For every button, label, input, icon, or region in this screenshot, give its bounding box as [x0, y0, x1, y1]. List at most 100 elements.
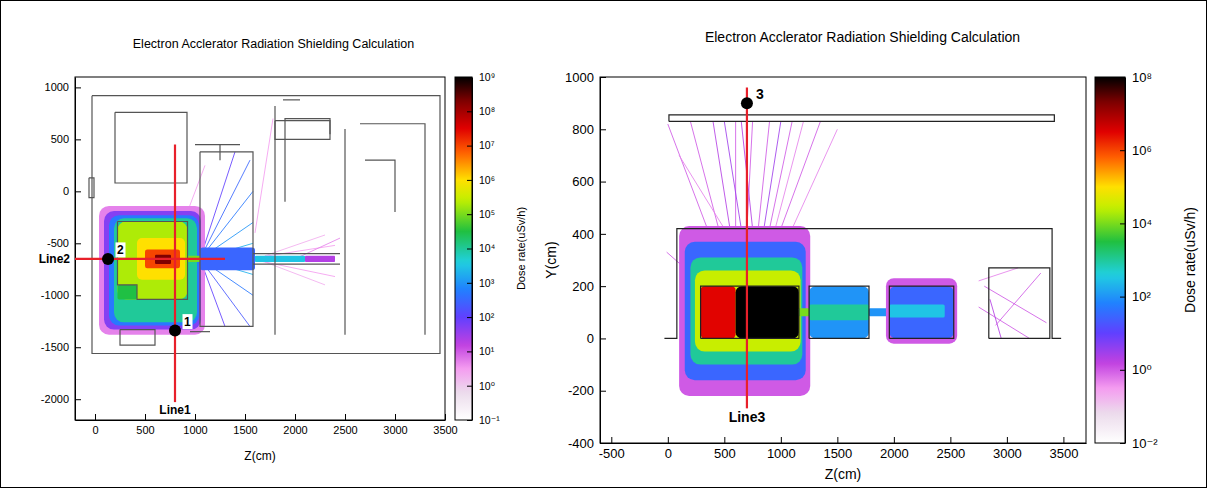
- cells: [99, 206, 335, 335]
- track: [668, 124, 708, 229]
- tick-mark: [467, 180, 472, 181]
- dose-cell: [799, 308, 809, 316]
- dose-cell: [114, 218, 197, 322]
- tick-label: 10⁷: [479, 139, 495, 151]
- tick-label: 600: [572, 174, 594, 189]
- plot-frame: [600, 77, 1086, 443]
- tick-mark: [467, 386, 472, 387]
- tick-label: 1000: [183, 424, 207, 436]
- tick-mark: [894, 437, 895, 443]
- dose-cell: [679, 226, 810, 396]
- wall: [253, 253, 340, 254]
- tick: 1000: [183, 414, 207, 436]
- tick: 500: [714, 437, 736, 461]
- wall: [809, 286, 869, 338]
- chart-title: Electron Acclerator Radiation Shielding …: [133, 37, 414, 51]
- colorbar-title: Dose rate(uSv/h): [1182, 207, 1198, 313]
- tick-label: 200: [572, 279, 594, 294]
- tick: 10⁰: [1120, 362, 1152, 377]
- tick-mark: [1120, 150, 1125, 151]
- point-label: 1: [184, 315, 191, 329]
- tick-mark: [467, 214, 472, 215]
- tick-mark: [1007, 437, 1008, 443]
- wall: [89, 178, 94, 198]
- wall: [669, 115, 1054, 122]
- dose-cell: [118, 221, 188, 299]
- tick-label: 10⁹: [479, 71, 495, 83]
- point-label: 2: [117, 243, 124, 257]
- annotations: Line33: [727, 86, 767, 426]
- tick-mark: [600, 443, 606, 444]
- panel: 0500100015002000250030003500-2000-1500-1…: [39, 37, 527, 463]
- track: [713, 121, 730, 228]
- tick: 0: [665, 437, 672, 461]
- x-axis-title: Z(cm): [244, 449, 275, 463]
- tick: -500: [599, 437, 625, 461]
- tick-mark: [295, 414, 296, 420]
- dose-cell: [99, 206, 205, 335]
- plot-area: [89, 96, 440, 354]
- tick: 200: [572, 279, 606, 294]
- tick: 10⁵: [467, 208, 495, 220]
- tick-mark: [395, 414, 396, 420]
- wall: [344, 129, 345, 335]
- tick: 2500: [333, 414, 357, 436]
- plot-background: [75, 77, 445, 420]
- geometry: [664, 115, 1061, 339]
- x-axis-title: Z(cm): [825, 466, 862, 482]
- wall: [285, 119, 330, 202]
- tick-mark: [467, 351, 472, 352]
- tick: -1000: [41, 289, 81, 301]
- tick-mark: [467, 317, 472, 318]
- tick-mark: [75, 399, 81, 400]
- tick-label: 10⁸: [479, 105, 495, 117]
- tick-mark: [195, 414, 196, 420]
- tick-label: 10¹: [479, 345, 495, 357]
- axis-line: [75, 78, 76, 421]
- tick-label: 10³: [479, 277, 495, 289]
- tick-label: 2000: [880, 446, 909, 461]
- tick: 0: [587, 331, 606, 346]
- tick-label: 3000: [383, 424, 407, 436]
- geometry: [89, 96, 440, 354]
- tick-label: 1500: [823, 446, 852, 461]
- tick: 3500: [433, 414, 457, 436]
- label-patch: [183, 314, 193, 329]
- track: [979, 307, 1030, 338]
- wall: [274, 106, 275, 335]
- plot-area: [664, 115, 1061, 396]
- track: [758, 121, 769, 228]
- tick: -2000: [41, 393, 81, 405]
- tick-mark: [145, 414, 146, 420]
- point-label-group: 1: [183, 314, 193, 329]
- dose-cell: [701, 286, 736, 338]
- annotation-line: [174, 145, 176, 410]
- track: [990, 299, 1001, 338]
- tick: -1500: [41, 341, 81, 353]
- dose-cell: [889, 286, 953, 338]
- track: [724, 121, 741, 228]
- tick-label: 0: [587, 331, 594, 346]
- tick: 10²: [1120, 289, 1151, 304]
- track: [679, 155, 724, 228]
- tick-mark: [1120, 297, 1125, 298]
- tick: 600: [572, 174, 606, 189]
- tick-mark: [1063, 437, 1064, 443]
- annotation-point: [102, 253, 114, 265]
- tick-label: 10⁵: [479, 208, 495, 220]
- wall: [283, 99, 300, 100]
- axis: 0500100015002000250030003500: [76, 414, 458, 436]
- wall: [195, 144, 240, 145]
- tick: 3000: [993, 437, 1022, 461]
- tick-label: 10⁴: [479, 242, 495, 254]
- tick-mark: [467, 283, 472, 284]
- tick: 800: [572, 122, 606, 137]
- tick-label: 1000: [767, 446, 796, 461]
- dose-cell: [109, 215, 199, 325]
- tick-label: 500: [51, 133, 69, 145]
- tick: 10¹: [467, 345, 495, 357]
- tick: 10⁻¹: [467, 414, 500, 426]
- tick-label: 0: [63, 185, 69, 197]
- tick-label: 1000: [45, 81, 69, 93]
- tick-mark: [600, 391, 606, 392]
